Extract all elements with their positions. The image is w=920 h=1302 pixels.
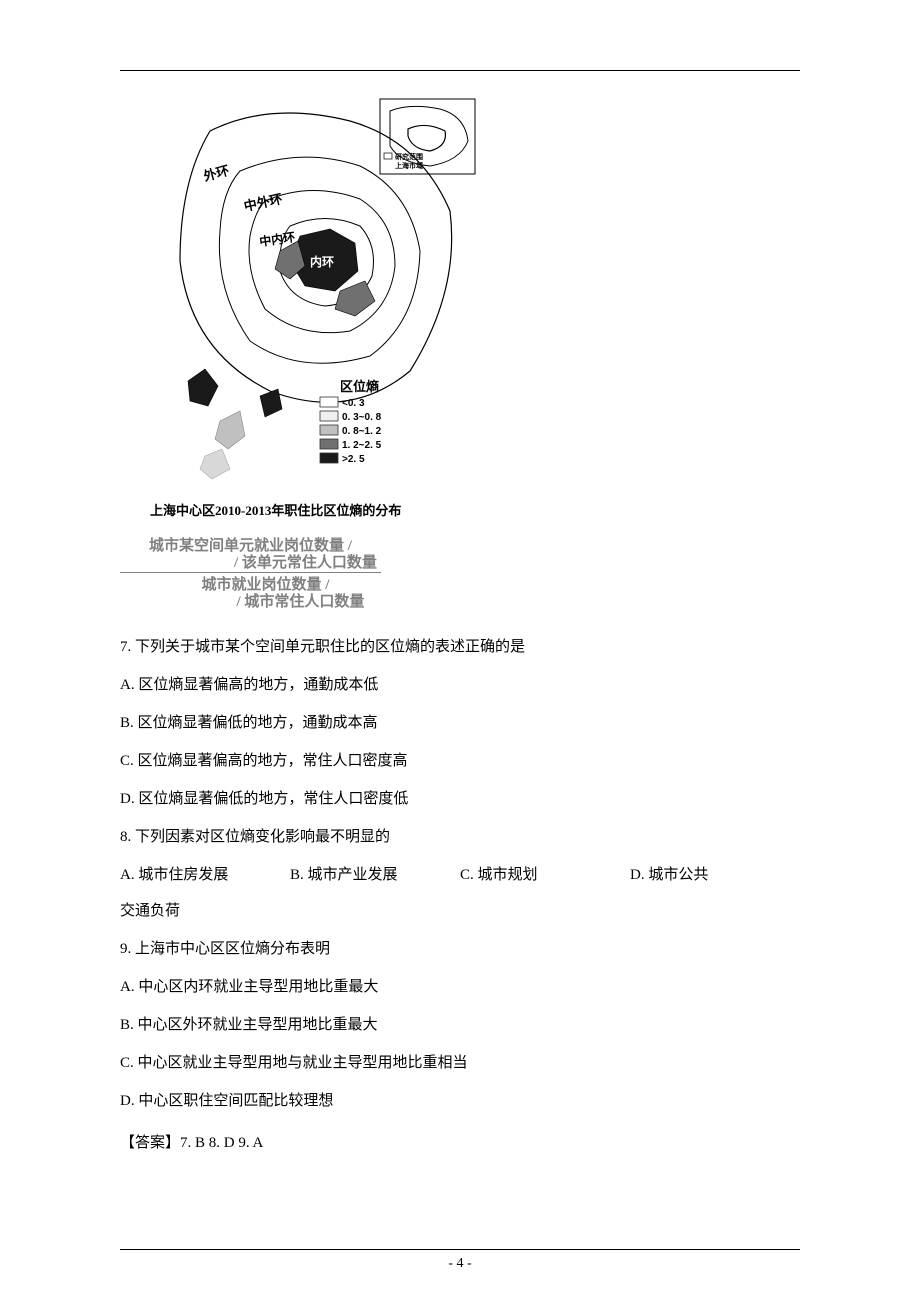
q9-opt-b: B. 中心区外环就业主导型用地比重最大 (120, 1007, 800, 1043)
formula: 城市某空间单元就业岗位数量 / / 该单元常住人口数量 城市就业岗位数量 / /… (120, 534, 800, 611)
q7-opt-a: A. 区位熵显著偏高的地方，通勤成本低 (120, 667, 800, 703)
legend: 区位熵 <0. 3 0. 3~0. 8 0. 8~1. 2 1. 2~2. 5 … (320, 379, 382, 465)
map-figure: 研究范围 上海市域 外环 中外环 中内环 内环 (150, 91, 800, 519)
outer-blob-1 (188, 369, 218, 406)
q9-opt-a: A. 中心区内环就业主导型用地比重最大 (120, 969, 800, 1005)
q9-opt-d: D. 中心区职住空间匹配比较理想 (120, 1083, 800, 1119)
legend-item-4: >2. 5 (342, 454, 365, 465)
q7-opt-c: C. 区位熵显著偏高的地方，常住人口密度高 (120, 743, 800, 779)
legend-item-3: 1. 2~2. 5 (342, 440, 382, 451)
outer-blob-2 (215, 411, 245, 449)
ring-label-inner: 内环 (310, 254, 334, 269)
legend-item-2: 0. 8~1. 2 (342, 426, 382, 437)
shanghai-map-svg: 研究范围 上海市域 外环 中外环 中内环 内环 (150, 91, 480, 491)
formula-den-bot: 城市常住人口数量 (244, 594, 364, 610)
inset-map: 研究范围 上海市域 (380, 99, 475, 174)
q8-wrap: 交通负荷 (120, 893, 800, 929)
zone-mid-dark2 (335, 281, 375, 316)
formula-num-bot: 该单元常住人口数量 (242, 555, 377, 571)
q8-opt-b: B. 城市产业发展 (290, 857, 460, 893)
q7-stem: 7. 下列关于城市某个空间单元职住比的区位熵的表述正确的是 (120, 629, 800, 665)
legend-item-0: <0. 3 (342, 398, 365, 409)
page-footer: - 4 - (120, 1249, 800, 1272)
q8-opt-a: A. 城市住房发展 (120, 857, 290, 893)
outer-blob-4 (260, 389, 282, 417)
q8-opt-d: D. 城市公共 (630, 857, 800, 893)
answer-line: 【答案】7. B 8. D 9. A (120, 1125, 800, 1161)
top-rule (120, 70, 800, 71)
q9-stem: 9. 上海市中心区区位熵分布表明 (120, 931, 800, 967)
outer-blob-3 (200, 449, 230, 479)
legend-item-1: 0. 3~0. 8 (342, 412, 382, 423)
q7-opt-d: D. 区位熵显著偏低的地方，常住人口密度低 (120, 781, 800, 817)
formula-fraction: 城市某空间单元就业岗位数量 / / 该单元常住人口数量 城市就业岗位数量 / /… (120, 534, 381, 611)
q8-stem: 8. 下列因素对区位熵变化影响最不明显的 (120, 819, 800, 855)
ring-label-outer: 外环 (201, 163, 231, 184)
legend-title: 区位熵 (340, 379, 379, 394)
q7-opt-b: B. 区位熵显著偏低的地方，通勤成本高 (120, 705, 800, 741)
ring-label-midouter: 中外环 (243, 191, 284, 214)
q8-opt-c: C. 城市规划 (460, 857, 630, 893)
document-page: 研究范围 上海市域 外环 中外环 中内环 内环 (0, 0, 920, 1302)
page-number: - 4 - (448, 1256, 471, 1271)
q9-opt-c: C. 中心区就业主导型用地与就业主导型用地比重相当 (120, 1045, 800, 1081)
map-caption: 上海中心区2010-2013年职住比区位熵的分布 (150, 500, 800, 519)
q8-options-row: A. 城市住房发展 B. 城市产业发展 C. 城市规划 D. 城市公共 (120, 857, 800, 893)
